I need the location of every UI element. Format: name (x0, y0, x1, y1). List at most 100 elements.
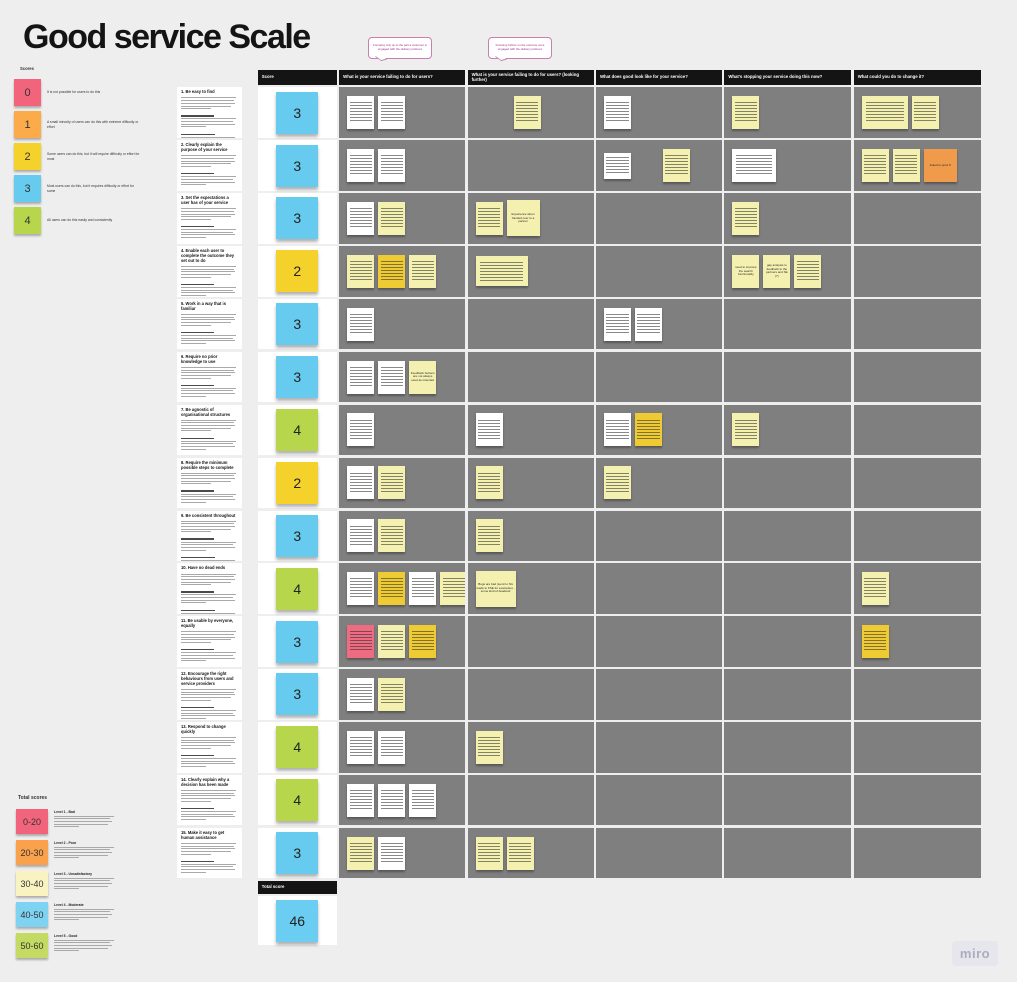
sticky-note[interactable] (409, 254, 437, 288)
score-sticky[interactable]: 4 (276, 726, 319, 769)
sticky-note[interactable] (347, 307, 375, 341)
sticky-note[interactable] (347, 96, 375, 130)
sticky-note[interactable] (347, 466, 375, 500)
legend-score-sticky[interactable]: 2 (14, 143, 41, 170)
sticky-note[interactable] (347, 572, 375, 606)
sticky-note[interactable] (475, 413, 503, 447)
row-description-card[interactable]: 12. Encourage the right behaviours from … (177, 669, 242, 720)
sticky-note[interactable] (506, 836, 534, 870)
sticky-note[interactable] (732, 149, 777, 183)
row-description-card[interactable]: 14. Clearly explain why a decision has b… (177, 774, 242, 826)
sticky-note[interactable] (475, 836, 503, 870)
score-sticky[interactable]: 3 (276, 620, 319, 663)
sticky-note[interactable] (409, 625, 437, 659)
total-legend-sticky[interactable]: 40-50 (16, 902, 48, 927)
sticky-note[interactable] (861, 149, 889, 183)
score-sticky[interactable]: 4 (276, 408, 319, 451)
row-description-card[interactable]: 4. Enable each user to complete the outc… (177, 246, 242, 297)
legend-score-sticky[interactable]: 3 (14, 175, 41, 202)
score-sticky[interactable]: 3 (276, 356, 319, 399)
sticky-note[interactable] (378, 360, 406, 394)
sticky-note[interactable] (378, 625, 406, 659)
sticky-note[interactable]: gap analysis to feedback to the partners… (763, 254, 791, 288)
score-sticky[interactable]: 3 (276, 303, 319, 346)
sticky-note[interactable] (347, 201, 375, 235)
score-sticky[interactable]: 4 (276, 779, 319, 822)
sticky-note[interactable] (794, 254, 822, 288)
sticky-note[interactable] (475, 466, 503, 500)
sticky-note[interactable] (347, 836, 375, 870)
sticky-note[interactable] (634, 413, 662, 447)
row-description-card[interactable]: 10. Have no dead ends (177, 563, 242, 614)
sticky-note[interactable]: Experience when handed over to a partner (506, 200, 540, 237)
callout-bubble[interactable]: Focusing further on the outcome once eng… (488, 37, 552, 59)
score-sticky[interactable]: 2 (276, 461, 319, 504)
sticky-note[interactable] (378, 836, 406, 870)
row-description-card[interactable]: 15. Make it easy to get human assistance (177, 827, 242, 879)
sticky-note[interactable] (347, 677, 375, 711)
row-description-card[interactable]: 5. Work in a way that is familiar (177, 298, 242, 350)
sticky-note[interactable] (634, 307, 662, 341)
sticky-note[interactable] (440, 572, 466, 606)
sticky-note[interactable] (378, 96, 406, 130)
score-sticky[interactable]: 3 (276, 91, 319, 134)
sticky-note[interactable]: linked to point 5 (923, 149, 957, 183)
callout-bubble[interactable]: Focusing only up to the part a customer … (368, 37, 432, 59)
sticky-note[interactable] (378, 519, 406, 553)
sticky-note[interactable] (347, 783, 375, 817)
sticky-note[interactable] (409, 783, 437, 817)
sticky-note[interactable] (475, 201, 503, 235)
sticky-note[interactable] (911, 96, 939, 130)
row-description-card[interactable]: 2. Clearly explain the purpose of your s… (177, 140, 242, 191)
sticky-note[interactable] (347, 730, 375, 764)
sticky-note[interactable] (378, 466, 406, 500)
sticky-note[interactable] (378, 201, 406, 235)
row-description-card[interactable]: 3. Set the expectations a user has of yo… (177, 193, 242, 244)
total-legend-sticky[interactable]: 30-40 (16, 871, 48, 896)
sticky-note[interactable]: need to improve the search functionality (732, 254, 760, 288)
sticky-note[interactable] (347, 625, 375, 659)
sticky-note[interactable]: Feedback buttons are not always used as … (409, 360, 437, 394)
row-description-card[interactable]: 9. Be consistent throughout (177, 510, 242, 562)
total-legend-sticky[interactable]: 0-20 (16, 809, 48, 834)
sticky-note[interactable] (513, 96, 541, 130)
sticky-note[interactable] (861, 96, 908, 130)
sticky-note[interactable] (378, 149, 406, 183)
sticky-note[interactable] (347, 519, 375, 553)
sticky-note[interactable] (861, 572, 889, 606)
legend-score-sticky[interactable]: 1 (14, 111, 41, 138)
sticky-note[interactable] (732, 413, 760, 447)
row-description-card[interactable]: 11. Be usable by everyone, equally (177, 616, 242, 667)
sticky-note[interactable] (603, 413, 631, 447)
sticky-note[interactable] (732, 201, 760, 235)
sticky-note[interactable] (347, 413, 375, 447)
sticky-note[interactable] (861, 625, 889, 659)
sticky-note[interactable] (347, 254, 375, 288)
sticky-note[interactable] (475, 730, 503, 764)
score-sticky[interactable]: 3 (276, 144, 319, 187)
score-sticky[interactable]: 3 (276, 197, 319, 240)
total-legend-sticky[interactable]: 20-30 (16, 840, 48, 865)
sticky-note[interactable] (603, 152, 631, 179)
total-legend-sticky[interactable]: 50-60 (16, 933, 48, 958)
total-score-sticky[interactable]: 46 (276, 899, 319, 942)
sticky-note[interactable] (603, 307, 631, 341)
score-sticky[interactable]: 4 (276, 567, 319, 610)
score-sticky[interactable]: 2 (276, 250, 319, 293)
row-description-card[interactable]: 8. Require the minimum possible steps to… (177, 457, 242, 509)
sticky-note[interactable] (378, 254, 406, 288)
legend-score-sticky[interactable]: 4 (14, 207, 41, 234)
row-description-card[interactable]: 1. Be easy to find (177, 87, 242, 138)
sticky-note[interactable] (892, 149, 920, 183)
miro-logo[interactable]: miro (952, 941, 998, 966)
sticky-note[interactable] (378, 783, 406, 817)
sticky-note[interactable] (475, 519, 503, 553)
sticky-note[interactable] (732, 96, 760, 130)
sticky-note[interactable] (378, 730, 406, 764)
row-description-card[interactable]: 6. Require no prior knowledge to use (177, 351, 242, 403)
sticky-note[interactable] (409, 572, 437, 606)
sticky-note[interactable] (475, 256, 528, 287)
score-sticky[interactable]: 3 (276, 832, 319, 875)
sticky-note[interactable] (347, 149, 375, 183)
sticky-note[interactable] (662, 149, 690, 183)
